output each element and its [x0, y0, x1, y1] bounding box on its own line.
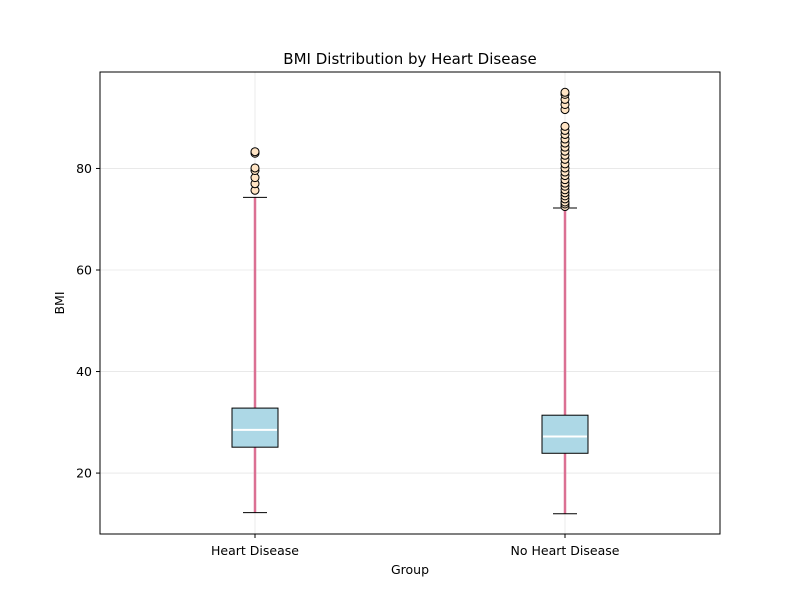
y-axis-label: BMI [52, 291, 67, 314]
box-group [541, 87, 589, 515]
x-tick-label: No Heart Disease [511, 543, 620, 558]
box-group [231, 147, 279, 514]
x-tick-label: Heart Disease [211, 543, 299, 558]
y-tick-label: 60 [76, 263, 92, 278]
iqr-box [541, 414, 589, 454]
iqr-box [231, 407, 279, 448]
chart-title: BMI Distribution by Heart Disease [283, 50, 536, 68]
chart-marks [231, 87, 589, 515]
axes: 20 40 60 80 Heart Disease No Heart Disease [76, 161, 620, 558]
outlier-point [560, 121, 570, 131]
x-axis-label: Group [391, 562, 429, 577]
y-tick-label: 80 [76, 161, 92, 176]
y-tick-label: 20 [76, 466, 92, 481]
y-tick-label: 40 [76, 364, 92, 379]
outlier-point [250, 147, 260, 157]
plot-frame [99, 71, 721, 535]
grid-lines [100, 72, 720, 534]
outlier-point [250, 163, 260, 173]
outlier-point [560, 87, 570, 97]
